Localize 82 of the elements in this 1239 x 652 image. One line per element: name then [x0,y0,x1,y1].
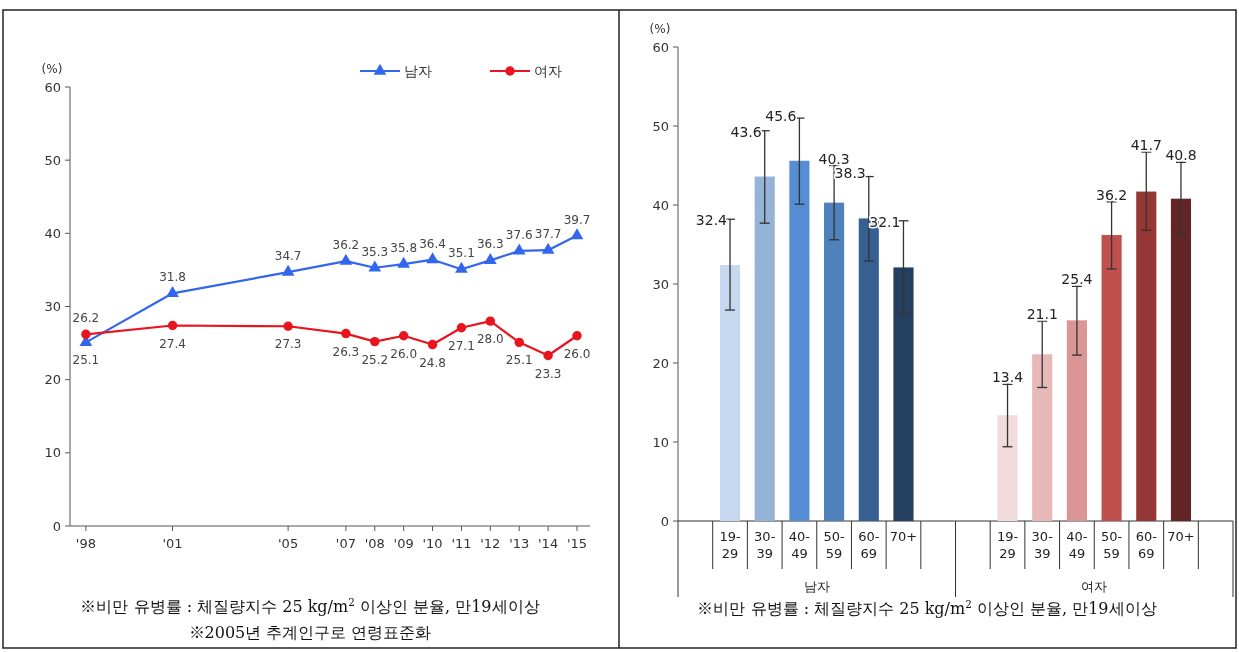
data-label: 35.1 [448,246,475,261]
data-label: 36.4 [419,236,446,251]
data-label: 27.1 [448,338,475,353]
y-tick-label: 20 [44,372,61,388]
data-label: 36.2 [1096,186,1128,203]
x-tick-label: 50-59 [1100,529,1123,561]
x-tick-label: '01 [162,536,183,551]
data-label: 26.3 [332,344,360,359]
y-tick-label: 20 [652,355,669,371]
data-label: 40.8 [1165,147,1197,164]
data-label: 35.3 [361,244,389,259]
data-label: 45.6 [765,107,797,124]
x-tick-label: '15 [566,536,588,551]
x-tick-label: 19-29 [996,529,1019,561]
x-tick-label: '08 [364,536,385,551]
data-label: 23.3 [534,366,562,381]
x-tick-label: 19-29 [719,529,741,561]
legend-label: 남자 [404,62,432,79]
text: 남자 [803,579,830,594]
y-tick-label: 40 [44,225,61,241]
x-tick-label: '10 [422,536,443,551]
data-label: 26.0 [563,346,591,361]
x-tick-label: '13 [509,536,530,551]
y-tick-label: 40 [652,197,669,213]
data-label: 27.4 [159,336,186,351]
data-label: 28.0 [476,332,504,347]
x-tick-label: 50-59 [823,529,846,561]
text: 여자 [1081,579,1108,594]
data-label: 25.4 [1061,271,1093,288]
y-tick-label: 10 [44,445,61,461]
data-label: 40.3 [818,150,850,167]
y-tick-label: 30 [652,276,669,292]
data-label: 13.4 [991,369,1024,386]
data-label: 41.7 [1130,137,1162,154]
x-tick-label: 60-69 [858,529,880,561]
data-label: 25.1 [72,353,100,368]
x-tick-label: 60-69 [1135,529,1158,561]
legend-label: 여자 [534,62,562,79]
x-tick-label: 40-49 [1066,529,1088,561]
y-tick-label: 60 [652,39,669,55]
x-tick-label: '09 [393,536,414,551]
data-label: 36.3 [476,237,504,252]
x-tick-label: '12 [480,536,501,551]
data-label: 25.1 [505,353,533,368]
data-label: 21.1 [1026,306,1058,323]
data-label: 32.4 [695,212,728,229]
data-label: 36.2 [332,238,360,253]
data-label: 43.6 [730,123,762,140]
x-tick-label: 30-39 [1031,529,1054,561]
x-tick-label: 70+ [889,529,918,544]
x-tick-label: 30-39 [754,529,776,561]
data-label: 27.3 [274,337,302,352]
x-tick-label: 40-49 [788,529,811,561]
y-tick-label: 50 [652,118,669,134]
data-label: 37.7 [534,227,562,242]
x-tick-label: '11 [451,536,472,551]
text: ※2005년 추계인구로 연령표준화 [188,623,432,642]
y-tick-label: 0 [52,518,61,534]
y-tick-label: 50 [44,152,61,168]
y-tick-label: 30 [44,299,61,315]
data-label: 31.8 [159,270,186,285]
x-tick-label: '05 [278,536,299,551]
text: ※비만 유병률 : 체질량지수 25 kg/m$^{2}$ 이상인 분율, 만19세이상 [80,596,540,616]
y-tick-label: 10 [652,434,669,450]
data-label: 38.3 [834,165,866,182]
data-label: 35.8 [390,241,418,256]
data-label: 34.7 [274,249,302,264]
y-axis-title: (%) [649,22,671,36]
x-tick-label: '07 [335,536,356,551]
data-label: 26.2 [72,311,100,326]
data-label: 37.6 [505,227,533,242]
data-label: 39.7 [563,212,591,227]
x-tick-label: '98 [75,536,96,551]
y-tick-label: 60 [44,79,61,95]
x-tick-label: '14 [538,536,559,551]
data-label: 26.0 [390,346,418,361]
y-tick-label: 0 [660,513,669,529]
x-tick-label: 70+ [1167,529,1195,544]
y-axis-title: (%) [41,62,63,76]
text: ※비만 유병률 : 체질량지수 25 kg/m$^{2}$ 이상인 분율, 만19세이상 [697,598,1157,618]
data-label: 24.8 [419,355,446,370]
data-label: 25.2 [361,352,389,367]
